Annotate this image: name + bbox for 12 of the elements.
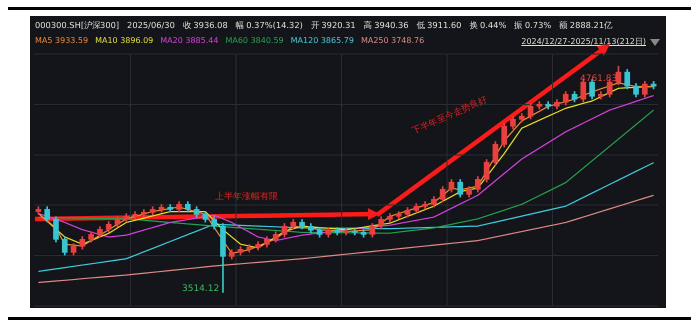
candlestick [343, 228, 349, 236]
annotation: 3514.12 [182, 284, 220, 294]
text: MA5 3933.59 [35, 36, 88, 45]
text: MA120 3865.79 [290, 36, 354, 45]
text: MA60 3840.59 [225, 36, 284, 45]
annotation: 下半年至今走势良好 [410, 94, 490, 138]
text: 2024/12/27-2025/11/13(212日) [521, 36, 646, 47]
chart-title: 000300.SH[沪深300] 2025/06/30 收 3936.08 幅 0.37%(14.32) 开 3920.31 高 3940.36 低 3911.60 换 0.44% 振 0.73% 额 2888.21亿 [35, 20, 612, 31]
text: MA20 3885.44 [160, 36, 218, 45]
text: MA250 3748.76 [360, 36, 424, 45]
text: MA10 3896.09 [95, 36, 154, 45]
annotation: 上半年涨幅有限 [215, 190, 278, 203]
